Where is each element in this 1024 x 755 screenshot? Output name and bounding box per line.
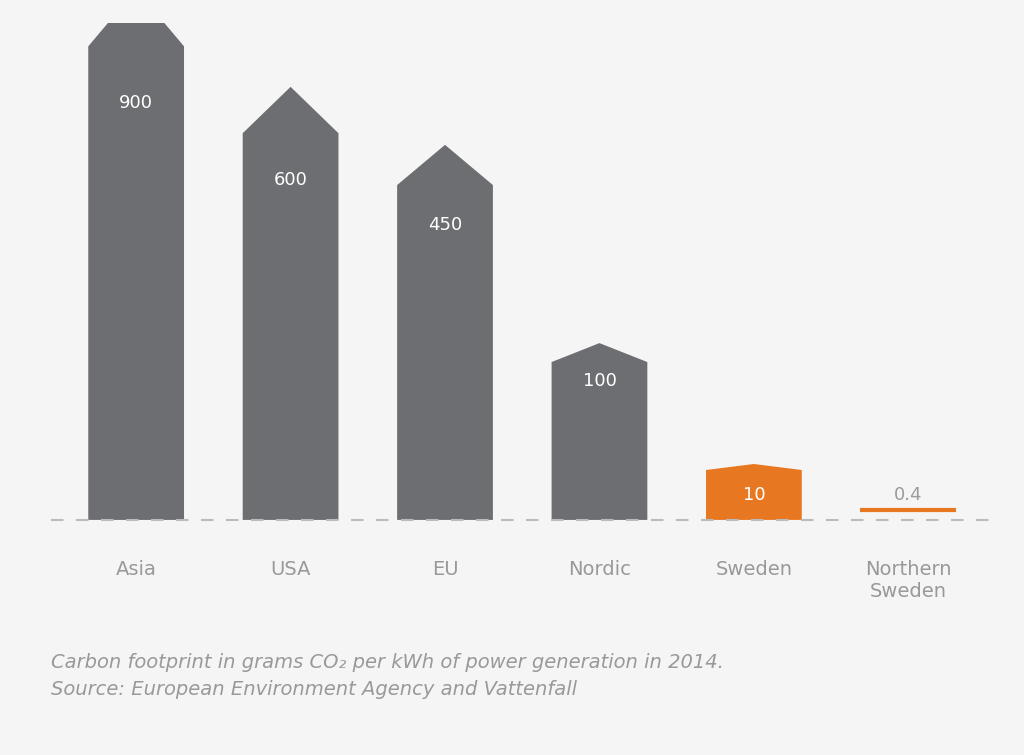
Text: 450: 450 bbox=[428, 216, 462, 234]
Polygon shape bbox=[706, 464, 802, 520]
Polygon shape bbox=[552, 343, 647, 520]
Text: Source: European Environment Agency and Vattenfall: Source: European Environment Agency and … bbox=[51, 680, 578, 698]
Polygon shape bbox=[88, 0, 184, 520]
Text: 10: 10 bbox=[742, 486, 765, 504]
Polygon shape bbox=[397, 145, 493, 520]
Text: 600: 600 bbox=[273, 171, 307, 189]
Polygon shape bbox=[243, 87, 339, 520]
Text: 900: 900 bbox=[119, 94, 154, 112]
Text: 0.4: 0.4 bbox=[894, 485, 923, 504]
Text: 100: 100 bbox=[583, 372, 616, 390]
Text: Carbon footprint in grams CO₂ per kWh of power generation in 2014.: Carbon footprint in grams CO₂ per kWh of… bbox=[51, 653, 724, 672]
